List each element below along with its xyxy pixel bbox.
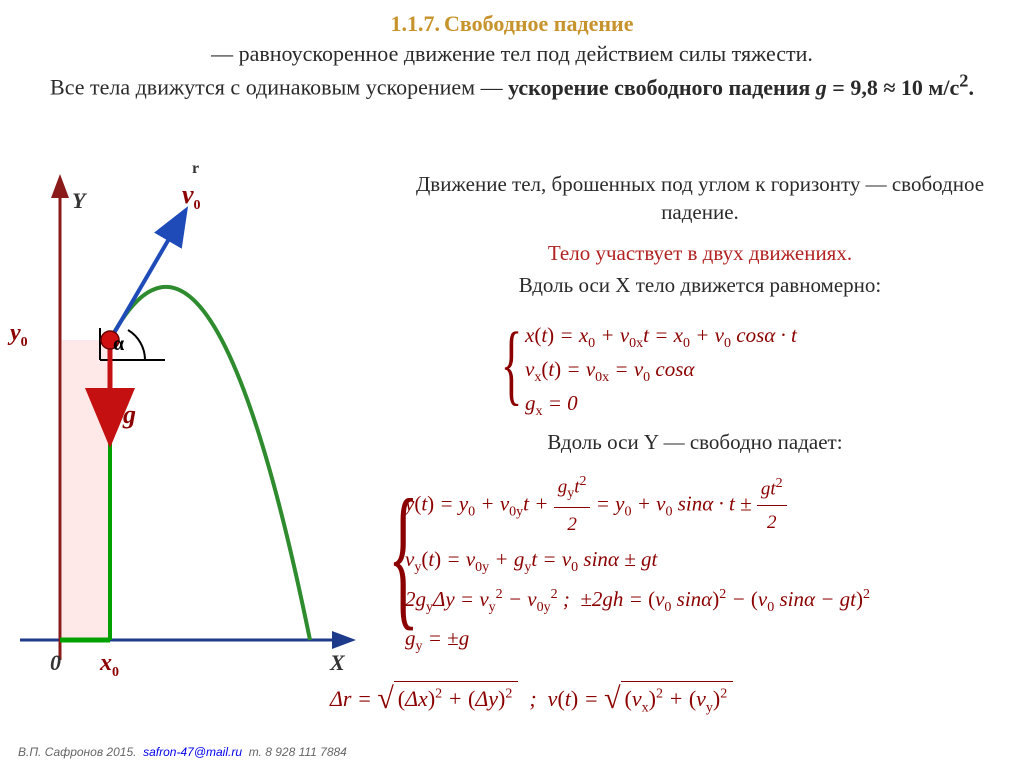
title: Свободное падение [444,11,633,36]
def2-bold: ускорение свободного падения [508,75,816,100]
eq-x2: vx(t) = v0x = v0 cosα [525,354,797,388]
definition-2: Все тела движутся с одинаковым ускорение… [40,68,984,102]
def2-pre: Все тела движутся с одинаковым ускорение… [50,75,508,100]
header: 1.1.7. Свободное падение — равноускоренн… [0,0,1024,102]
final-equation: Δr = (Δx)2 + (Δy)2 ; v(t) = (vx)2 + (vy)… [330,680,733,716]
alpha-arc [128,330,145,360]
eq-y2: vy(t) = v0y + gyt = v0 sinα ± gt [405,541,870,581]
brace-x: { [501,320,523,410]
right-text-block: Движение тел, брошенных под углом к гори… [400,170,1000,299]
trajectory-curve [110,287,310,640]
footer: В.П. Сафронов 2015. safron-47@mail.ru т.… [18,745,347,759]
text-line1: Движение тел, брошенных под углом к гори… [400,170,1000,227]
origin-label: 0 [50,650,61,676]
g-label: g [816,75,827,100]
eq-y4: gy = ±g [405,620,870,660]
eq-x3: gx = 0 [525,388,797,422]
v0-vector [110,220,180,340]
section-number: 1.1.7. [391,11,441,36]
y0-label: y0 [10,320,28,351]
eq-x1: x(t) = x0 + v0xt = x0 + v0 cosα · t [525,320,797,354]
footer-author: В.П. Сафронов 2015. [18,745,136,759]
g-unit: м/с [928,75,959,100]
trajectory-chart: Y X 0 x0 y0 v0 r g α [10,160,370,680]
text-line2: Тело участвует в двух движениях. [400,239,1000,267]
eq-y1: y(t) = y0 + v0yt + gyt22 = y0 + v0 sinα … [405,470,870,541]
y-axis-label: Y [72,188,85,214]
g-value: = 9,8 ≈ 10 [827,75,929,100]
alpha-label: α [113,333,124,356]
x-axis-label: X [330,650,345,676]
x0-label: x0 [100,650,119,681]
v0-arrow-label: r [192,160,199,178]
eq-y3: 2gyΔy = vy2 − v0y2 ; ±2gh = (v0 sinα)2 −… [405,581,870,621]
shaded-region [62,340,110,640]
x-equations: x(t) = x0 + v0xt = x0 + v0 cosα · t vx(t… [525,320,797,423]
footer-email[interactable]: safron-47@mail.ru [143,745,242,759]
footer-phone: т. 8 928 111 7884 [249,745,347,759]
title-row: 1.1.7. Свободное падение [40,10,984,39]
y-equations: y(t) = y0 + v0yt + gyt22 = y0 + v0 sinα … [405,470,870,660]
definition-1: — равноускоренное движение тел под дейст… [40,39,984,69]
g-unit-sup: 2 [959,70,968,90]
v0-label: v0 [182,180,201,214]
g-label: g [123,400,136,430]
text-line3: Вдоль оси X тело движется равномерно: [400,271,1000,299]
text-line4: Вдоль оси Y — свободно падает: [470,430,920,455]
